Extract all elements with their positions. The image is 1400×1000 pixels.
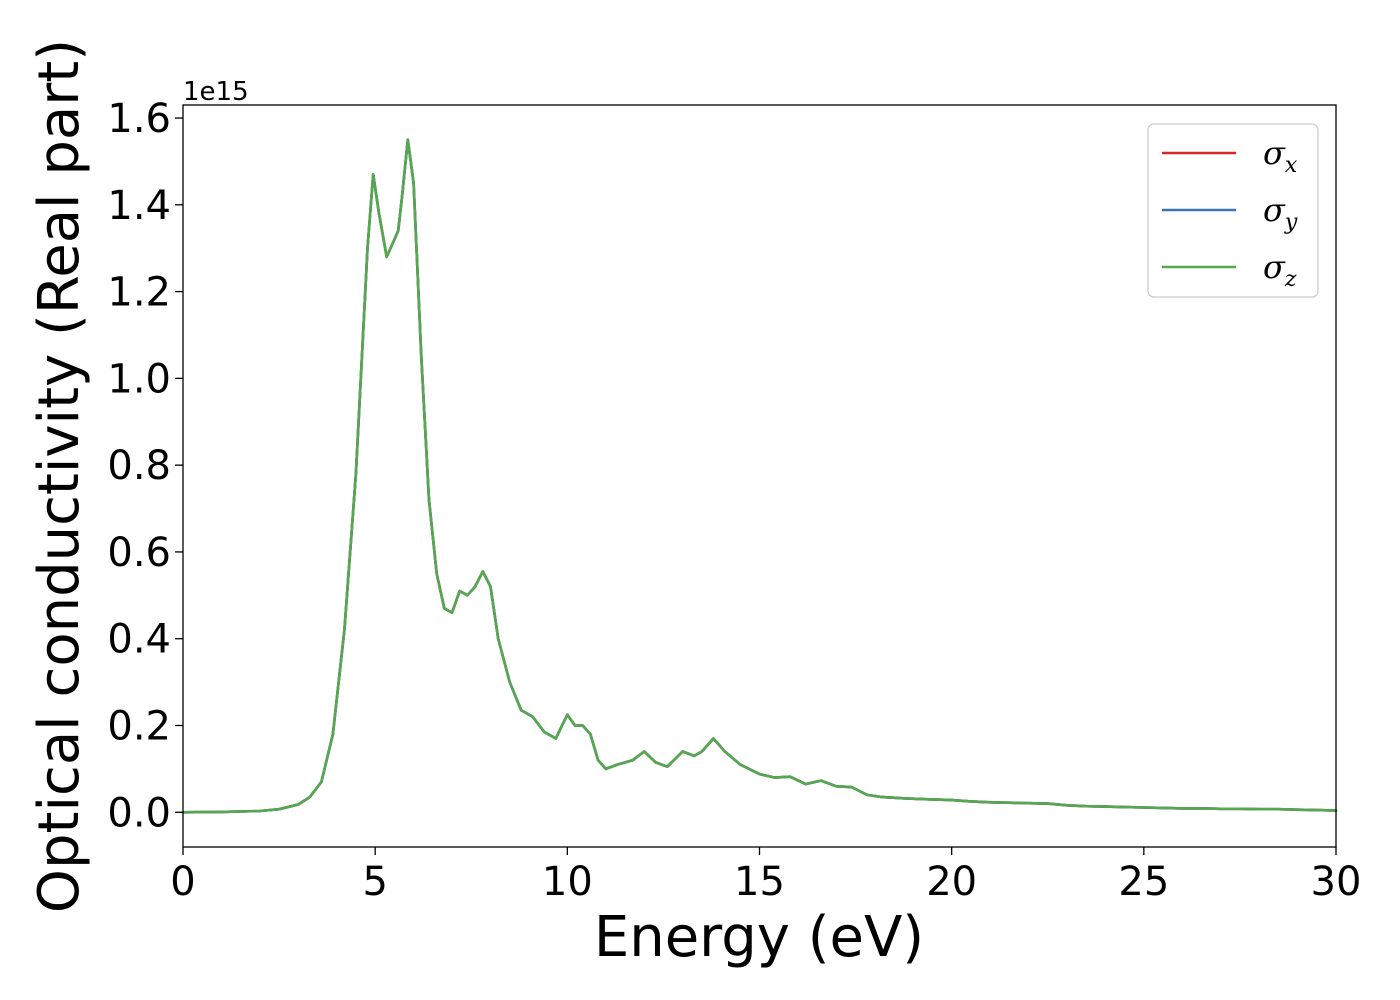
y-tick-label: 0.4: [107, 617, 171, 663]
y-tick-label: 0.2: [107, 704, 171, 750]
y-axis-ticks: 0.0 0.2 0.4 0.6 0.8 1.0 1.2 1.4 1.6: [107, 96, 183, 836]
series-line-z: [181, 138, 1338, 814]
x-tick-label: 0: [170, 859, 195, 905]
x-tick-label: 15: [734, 859, 785, 905]
y-tick-label: 0.0: [107, 790, 171, 836]
x-axis-ticks: 0 5 10 15 20 25 30: [170, 847, 1361, 905]
y-tick-label: 1.6: [107, 96, 171, 142]
x-tick-label: 10: [542, 859, 593, 905]
x-axis-label: Energy (eV): [594, 905, 924, 970]
x-tick-label: 5: [362, 859, 387, 905]
y-tick-label: 1.4: [107, 183, 171, 229]
x-tick-label: 25: [1118, 859, 1169, 905]
y-axis-label: Optical conductivity (Real part): [27, 39, 92, 913]
x-tick-label: 30: [1311, 859, 1362, 905]
y-tick-label: 0.8: [107, 443, 171, 489]
series-layer: [181, 138, 1338, 814]
y-axis-offset-text: 1e15: [183, 77, 249, 107]
x-tick-label: 20: [926, 859, 977, 905]
y-tick-label: 0.6: [107, 530, 171, 576]
y-tick-label: 1.2: [107, 270, 171, 316]
y-tick-label: 1.0: [107, 356, 171, 402]
